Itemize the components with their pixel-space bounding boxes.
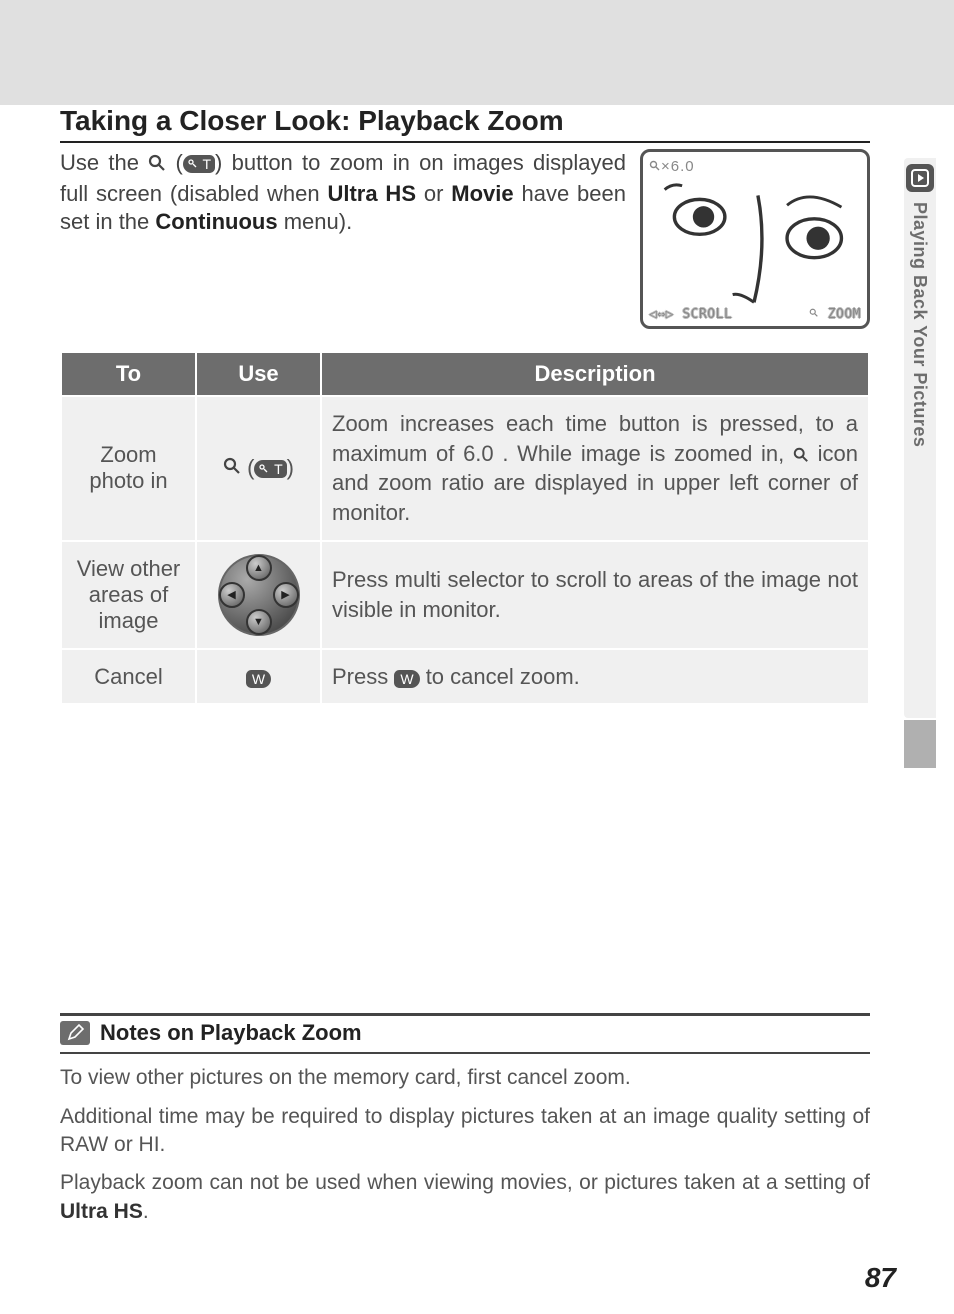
cell-description: Zoom increases each time button is press… [321, 396, 869, 541]
intro-text-frag: menu). [278, 209, 353, 234]
thumb-index-marker [904, 720, 936, 768]
cell-to: Zoom photo in [61, 396, 196, 541]
notes-paragraph: To view other pictures on the memory car… [60, 1064, 870, 1092]
lcd-zoom-indicator: ×6.0 [649, 158, 695, 175]
main-content: Taking a Closer Look: Playback Zoom Use … [60, 105, 870, 705]
cell-use: ▲ ▼ ◀ ▶ [196, 541, 321, 649]
page-number: 87 [865, 1262, 896, 1294]
t-button-icon: T [254, 460, 286, 478]
intro-bold: Continuous [155, 209, 277, 234]
notes-section: Notes on Playback Zoom To view other pic… [60, 1013, 870, 1236]
cell-description: Press W to cancel zoom. [321, 649, 869, 705]
multi-selector-icon: ▲ ▼ ◀ ▶ [218, 554, 300, 636]
intro-text-frag: or [416, 181, 451, 206]
cell-use: ( T) [196, 396, 321, 541]
face-drawing [653, 178, 857, 304]
cell-use: W [196, 649, 321, 705]
w-button-icon: W [246, 670, 271, 688]
table-header-to: To [61, 352, 196, 396]
t-button-icon: T [183, 155, 215, 173]
intro-text-frag: Use the [60, 150, 148, 175]
pencil-icon [60, 1021, 90, 1045]
lcd-zoom-hint: ZOOM [809, 307, 861, 322]
magnifier-icon [223, 455, 241, 480]
section-tab: Playing Back Your Pictures [904, 158, 936, 718]
intro-text-frag: ( [166, 150, 183, 175]
notes-rule [60, 1013, 870, 1016]
intro-bold: Ultra HS [327, 181, 416, 206]
magnifier-icon [148, 151, 166, 180]
lcd-bottom-hints: ◁⇔▷ SCROLL ZOOM [649, 307, 861, 322]
t-label: T [202, 156, 211, 172]
lcd-illustration: ×6.0 ◁⇔▷ SCROLL ZOOM [640, 149, 870, 329]
intro-bold: Movie [451, 181, 513, 206]
cell-to: View other areas of image [61, 541, 196, 649]
lcd-scroll-hint: ◁⇔▷ SCROLL [649, 307, 732, 322]
cell-to: Cancel [61, 649, 196, 705]
notes-paragraph: Playback zoom can not be used when viewi… [60, 1169, 870, 1226]
notes-title: Notes on Playback Zoom [100, 1020, 362, 1046]
table-header-use: Use [196, 352, 321, 396]
notes-header: Notes on Playback Zoom [60, 1020, 870, 1054]
table-header-description: Description [321, 352, 869, 396]
zoom-controls-table: To Use Description Zoom photo in ( T) Zo… [60, 351, 870, 705]
magnifier-icon [793, 441, 809, 466]
section-title: Taking a Closer Look: Playback Zoom [60, 105, 870, 143]
table-row: Cancel W Press W to cancel zoom. [61, 649, 869, 705]
notes-body: To view other pictures on the memory car… [60, 1064, 870, 1226]
lcd-zoom-ratio: ×6.0 [661, 158, 695, 175]
playback-icon [906, 164, 934, 192]
table-row: View other areas of image ▲ ▼ ◀ ▶ Press … [61, 541, 869, 649]
w-button-icon: W [394, 670, 419, 688]
section-tab-label: Playing Back Your Pictures [904, 196, 930, 447]
notes-paragraph: Additional time may be required to displ… [60, 1103, 870, 1160]
intro-row: Use the ( T) button to zoom in on images… [60, 149, 870, 329]
intro-text: Use the ( T) button to zoom in on images… [60, 149, 626, 329]
table-row: Zoom photo in ( T) Zoom increases each t… [61, 396, 869, 541]
cell-description: Press multi selector to scroll to areas … [321, 541, 869, 649]
